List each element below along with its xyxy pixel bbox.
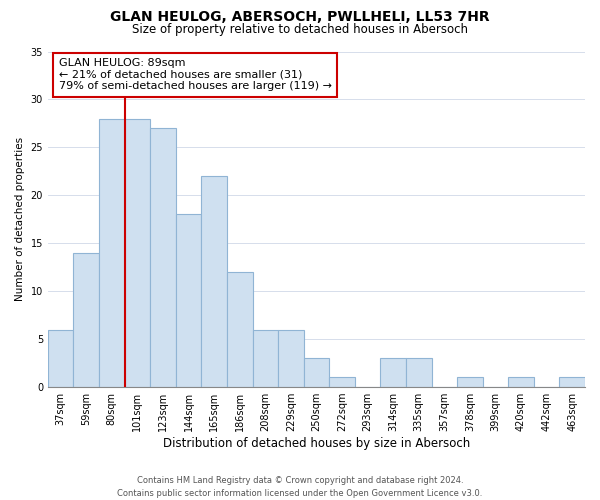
Bar [125, 118, 150, 387]
Bar [278, 330, 304, 387]
Bar [73, 253, 99, 387]
X-axis label: Distribution of detached houses by size in Abersoch: Distribution of detached houses by size … [163, 437, 470, 450]
Text: GLAN HEULOG, ABERSOCH, PWLLHELI, LL53 7HR: GLAN HEULOG, ABERSOCH, PWLLHELI, LL53 7H… [110, 10, 490, 24]
Bar [48, 330, 73, 387]
Bar [380, 358, 406, 387]
Bar [406, 358, 431, 387]
Bar [457, 378, 482, 387]
Text: Contains HM Land Registry data © Crown copyright and database right 2024.
Contai: Contains HM Land Registry data © Crown c… [118, 476, 482, 498]
Bar [99, 118, 125, 387]
Text: Size of property relative to detached houses in Abersoch: Size of property relative to detached ho… [132, 22, 468, 36]
Bar [202, 176, 227, 387]
Bar [176, 214, 202, 387]
Bar [253, 330, 278, 387]
Bar [329, 378, 355, 387]
Bar [150, 128, 176, 387]
Bar [508, 378, 534, 387]
Bar [227, 272, 253, 387]
Bar [559, 378, 585, 387]
Text: GLAN HEULOG: 89sqm
← 21% of detached houses are smaller (31)
79% of semi-detache: GLAN HEULOG: 89sqm ← 21% of detached hou… [59, 58, 332, 92]
Bar [304, 358, 329, 387]
Y-axis label: Number of detached properties: Number of detached properties [15, 137, 25, 302]
